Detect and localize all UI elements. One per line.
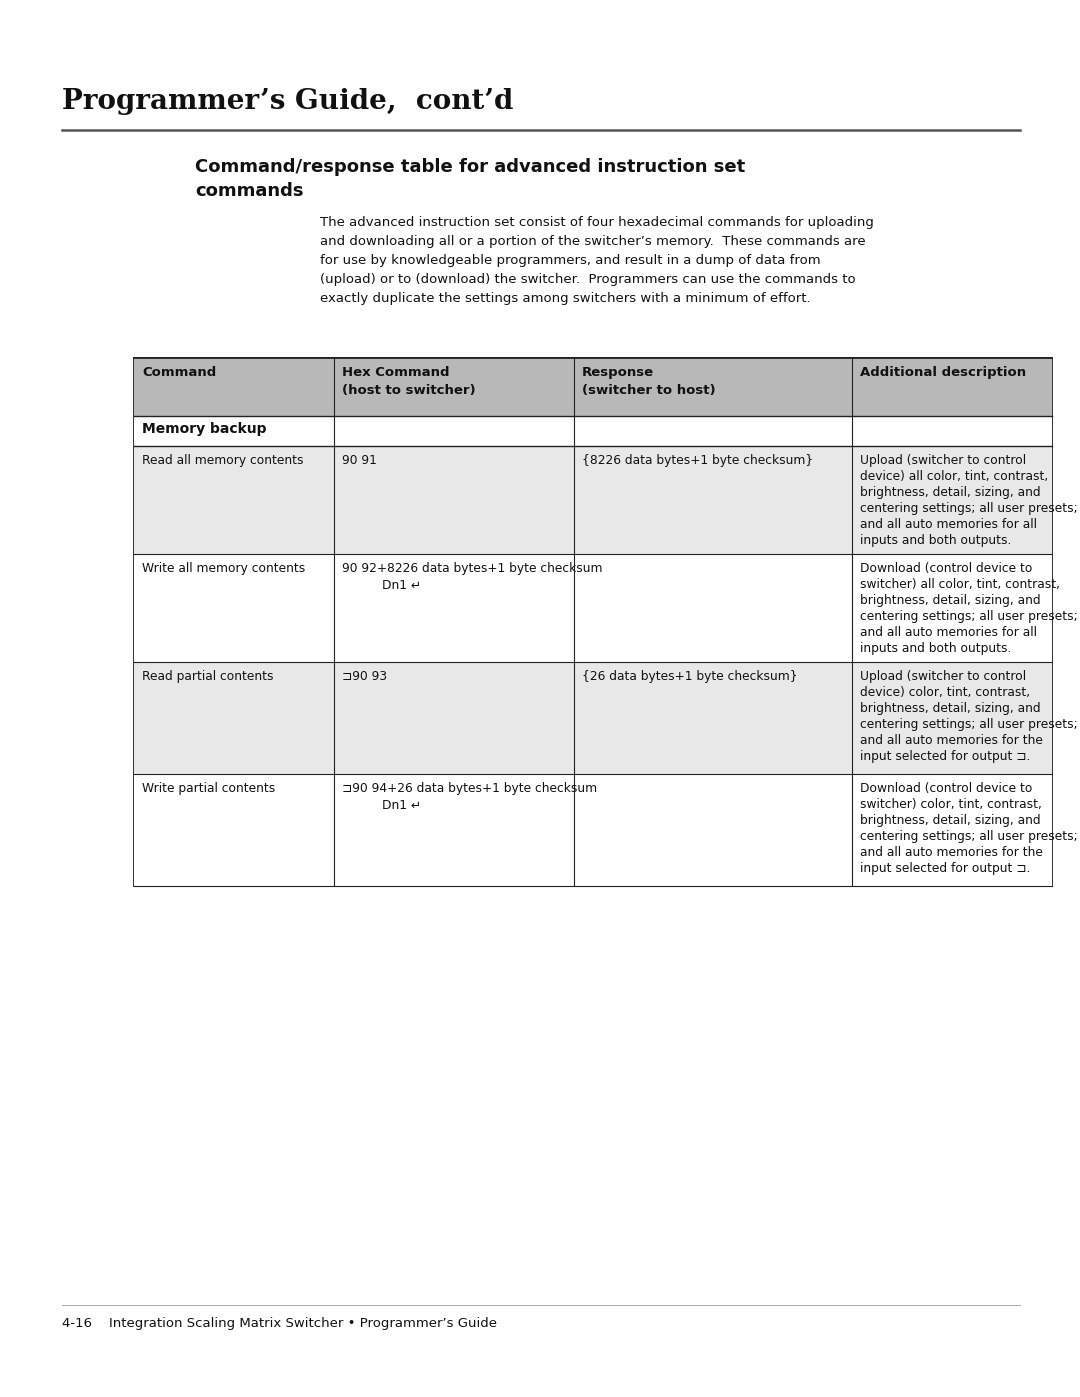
Text: centering settings; all user presets;: centering settings; all user presets;	[860, 610, 1078, 623]
Text: commands: commands	[195, 182, 303, 200]
Text: Upload (switcher to control: Upload (switcher to control	[860, 454, 1026, 467]
Text: brightness, detail, sizing, and: brightness, detail, sizing, and	[860, 703, 1041, 715]
Text: inputs and both outputs.: inputs and both outputs.	[860, 534, 1011, 548]
Text: 4-16    Integration Scaling Matrix Switcher • Programmer’s Guide: 4-16 Integration Scaling Matrix Switcher…	[62, 1317, 497, 1330]
Text: switcher) all color, tint, contrast,: switcher) all color, tint, contrast,	[860, 578, 1059, 591]
Text: Download (control device to: Download (control device to	[860, 562, 1032, 576]
Bar	[134, 662, 1052, 774]
Text: Command: Command	[141, 366, 216, 379]
Text: and all auto memories for all: and all auto memories for all	[860, 518, 1037, 531]
Text: (switcher to host): (switcher to host)	[582, 384, 716, 397]
Text: brightness, detail, sizing, and: brightness, detail, sizing, and	[860, 814, 1041, 827]
Text: The advanced instruction set consist of four hexadecimal commands for uploading: The advanced instruction set consist of …	[320, 217, 874, 229]
Text: input selected for output ⊐.: input selected for output ⊐.	[860, 750, 1030, 763]
Text: Write all memory contents: Write all memory contents	[141, 562, 306, 576]
Text: inputs and both outputs.: inputs and both outputs.	[860, 643, 1011, 655]
Text: Additional description: Additional description	[860, 366, 1026, 379]
Text: brightness, detail, sizing, and: brightness, detail, sizing, and	[860, 594, 1041, 608]
Text: brightness, detail, sizing, and: brightness, detail, sizing, and	[860, 486, 1041, 499]
Text: ⊐90 94+26 data bytes+1 byte checksum: ⊐90 94+26 data bytes+1 byte checksum	[342, 782, 597, 795]
Text: for use by knowledgeable programmers, and result in a dump of data from: for use by knowledgeable programmers, an…	[320, 254, 821, 267]
Text: exactly duplicate the settings among switchers with a minimum of effort.: exactly duplicate the settings among swi…	[320, 292, 811, 305]
Text: device) all color, tint, contrast,: device) all color, tint, contrast,	[860, 469, 1049, 483]
Text: switcher) color, tint, contrast,: switcher) color, tint, contrast,	[860, 798, 1042, 812]
Text: and all auto memories for the: and all auto memories for the	[860, 733, 1043, 747]
Text: ⊐90 93: ⊐90 93	[342, 671, 387, 683]
Text: Read all memory contents: Read all memory contents	[141, 454, 303, 467]
Bar	[134, 416, 1052, 446]
Text: input selected for output ⊐.: input selected for output ⊐.	[860, 862, 1030, 875]
Text: {8226 data bytes+1 byte checksum}: {8226 data bytes+1 byte checksum}	[582, 454, 813, 467]
Text: Response: Response	[582, 366, 654, 379]
Text: and all auto memories for all: and all auto memories for all	[860, 626, 1037, 638]
Text: {26 data bytes+1 byte checksum}: {26 data bytes+1 byte checksum}	[582, 671, 797, 683]
Text: Write partial contents: Write partial contents	[141, 782, 275, 795]
Text: centering settings; all user presets;: centering settings; all user presets;	[860, 718, 1078, 731]
Text: 90 92+8226 data bytes+1 byte checksum: 90 92+8226 data bytes+1 byte checksum	[342, 562, 603, 576]
Text: Upload (switcher to control: Upload (switcher to control	[860, 671, 1026, 683]
Text: (host to switcher): (host to switcher)	[342, 384, 475, 397]
Text: and all auto memories for the: and all auto memories for the	[860, 847, 1043, 859]
Text: Programmer’s Guide,  cont’d: Programmer’s Guide, cont’d	[62, 88, 513, 115]
Text: Dn1 ↵: Dn1 ↵	[382, 578, 421, 592]
Text: centering settings; all user presets;: centering settings; all user presets;	[860, 830, 1078, 842]
Text: Hex Command: Hex Command	[342, 366, 449, 379]
Bar	[134, 774, 1052, 886]
Text: Download (control device to: Download (control device to	[860, 782, 1032, 795]
Bar	[134, 555, 1052, 662]
Text: (upload) or to (download) the switcher.  Programmers can use the commands to: (upload) or to (download) the switcher. …	[320, 272, 855, 286]
Text: 90 91: 90 91	[342, 454, 377, 467]
Text: Command/response table for advanced instruction set: Command/response table for advanced inst…	[195, 158, 745, 176]
Text: Read partial contents: Read partial contents	[141, 671, 273, 683]
Bar	[134, 446, 1052, 555]
Bar	[134, 358, 1052, 416]
Text: Dn1 ↵: Dn1 ↵	[382, 799, 421, 812]
Bar	[134, 358, 1052, 886]
Text: device) color, tint, contrast,: device) color, tint, contrast,	[860, 686, 1030, 698]
Text: and downloading all or a portion of the switcher’s memory.  These commands are: and downloading all or a portion of the …	[320, 235, 866, 249]
Text: centering settings; all user presets;: centering settings; all user presets;	[860, 502, 1078, 515]
Text: Memory backup: Memory backup	[141, 422, 267, 436]
